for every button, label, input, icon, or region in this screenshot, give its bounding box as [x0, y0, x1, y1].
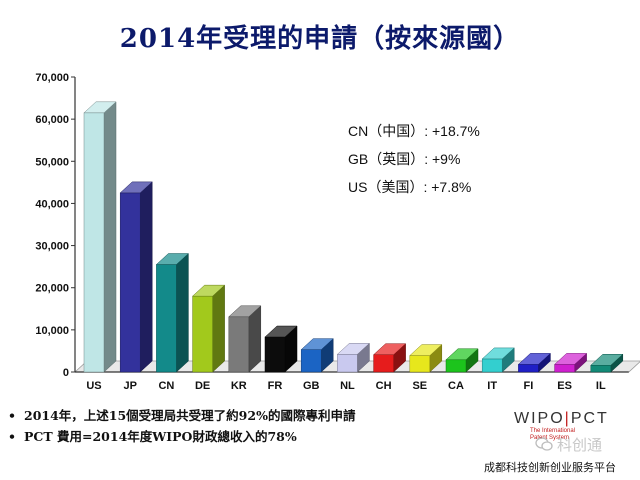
- y-tick-label: 20,000: [35, 283, 69, 295]
- bar-fr: [264, 325, 298, 373]
- bar-chart: 0 10,000 20,000 30,000 40,000 50,000 60,000 70,…: [35, 72, 640, 392]
- bar-front: [192, 295, 213, 373]
- bullet-list: 2014年，上述15個受理局共受理了約92%的國際專利申請 PCT 費用=201…: [8, 405, 355, 447]
- wipo-label: WIPO: [514, 410, 565, 427]
- watermark-text: 科创通: [557, 436, 603, 454]
- bar-il: [590, 353, 624, 373]
- x-tick-label: IL: [596, 380, 606, 392]
- y-tick-label: 10,000: [35, 325, 69, 337]
- page-title: 2014年受理的申請（按來源國）: [0, 18, 640, 55]
- bar-top: [481, 347, 515, 360]
- y-tick-label: 30,000: [35, 241, 69, 253]
- x-tick-label: SE: [412, 380, 427, 392]
- x-tick-label: JP: [123, 380, 136, 392]
- y-tick-label: 50,000: [35, 156, 69, 168]
- bullet-item: PCT 費用=2014年度WIPO財政總收入的78%: [8, 426, 355, 445]
- bullet-item: 2014年，上述15個受理局共受理了約92%的國際專利申請: [8, 405, 355, 424]
- bar-it: [481, 347, 515, 373]
- bar-side: [139, 181, 153, 373]
- bar-de: [191, 284, 226, 373]
- x-tick-label: FI: [524, 380, 534, 392]
- bar-front: [409, 355, 431, 373]
- bar-top: [83, 101, 117, 114]
- bar-front: [337, 354, 358, 373]
- bar-gb: [300, 338, 334, 373]
- bar-cn: [155, 252, 190, 373]
- x-tick-label: ES: [557, 380, 572, 392]
- bar-es: [553, 352, 588, 373]
- bar-front: [83, 112, 105, 373]
- bar-front: [518, 364, 539, 373]
- pct-label: PCT: [570, 410, 609, 427]
- bar-top: [191, 284, 226, 297]
- bar-front: [481, 358, 503, 373]
- wipo-pct-logo: WIPO|PCT The International Patent System: [514, 410, 609, 441]
- bar-kr: [228, 305, 262, 373]
- x-tick-label: KR: [231, 380, 247, 392]
- growth-us: US（美国）: +7.8%: [348, 179, 472, 195]
- bar-side: [212, 284, 225, 373]
- x-tick-label: IT: [487, 380, 497, 392]
- logo-subtitle-2: Patent System: [530, 435, 570, 441]
- bar-front: [373, 354, 394, 373]
- bar-fi: [517, 352, 552, 373]
- bar-front: [590, 365, 612, 373]
- bar-top: [409, 344, 443, 356]
- y-tick-label: 70,000: [35, 72, 69, 84]
- bar-top: [228, 305, 262, 318]
- x-tick-label: FR: [268, 380, 283, 392]
- bar-ca: [445, 348, 479, 373]
- bar-top: [445, 348, 479, 361]
- bar-side: [176, 252, 189, 373]
- bar-top: [264, 325, 298, 338]
- bar-se: [409, 343, 443, 373]
- bar-us: [83, 101, 117, 373]
- growth-gb: GB（英国）: +9%: [348, 151, 461, 167]
- x-tick-label: DE: [195, 380, 210, 392]
- bar-front: [156, 264, 177, 373]
- bar-side: [103, 101, 117, 373]
- bar-nl: [336, 342, 371, 373]
- bar-top: [155, 253, 190, 265]
- bar-top: [336, 343, 371, 355]
- bar-top: [517, 353, 552, 365]
- bar-front: [445, 359, 467, 373]
- bar-side: [248, 305, 262, 373]
- bar-front: [119, 192, 141, 373]
- x-tick-label: NL: [340, 380, 355, 392]
- growth-cn: CN（中国）: +18.7%: [348, 123, 480, 139]
- bar-top: [119, 181, 153, 194]
- footer-text: 成都科技创新创业服务平台: [484, 461, 616, 474]
- x-tick-label: US: [86, 380, 101, 392]
- bar-front: [228, 316, 250, 373]
- bar-top: [590, 354, 624, 366]
- y-tick-label: 60,000: [35, 114, 69, 126]
- y-tick-label: 40,000: [35, 198, 69, 210]
- bar-front: [300, 349, 322, 373]
- logo-subtitle-1: The International: [530, 428, 576, 434]
- bar-top: [553, 353, 588, 365]
- title-main: 2014年受理的申請: [119, 24, 359, 54]
- y-tick-label: 0: [63, 367, 69, 379]
- x-tick-label: GB: [303, 380, 320, 392]
- x-tick-label: CN: [158, 380, 174, 392]
- bar-top: [300, 338, 334, 350]
- title-sub: （按來源國）: [358, 24, 521, 54]
- x-tick-label: CH: [376, 380, 392, 392]
- bar-front: [264, 336, 286, 373]
- bar-top: [372, 343, 407, 355]
- x-tick-label: CA: [448, 380, 464, 392]
- bar-ch: [372, 343, 407, 373]
- bar-jp: [119, 181, 153, 373]
- wechat-icon: [535, 437, 553, 451]
- bar-front: [554, 364, 575, 373]
